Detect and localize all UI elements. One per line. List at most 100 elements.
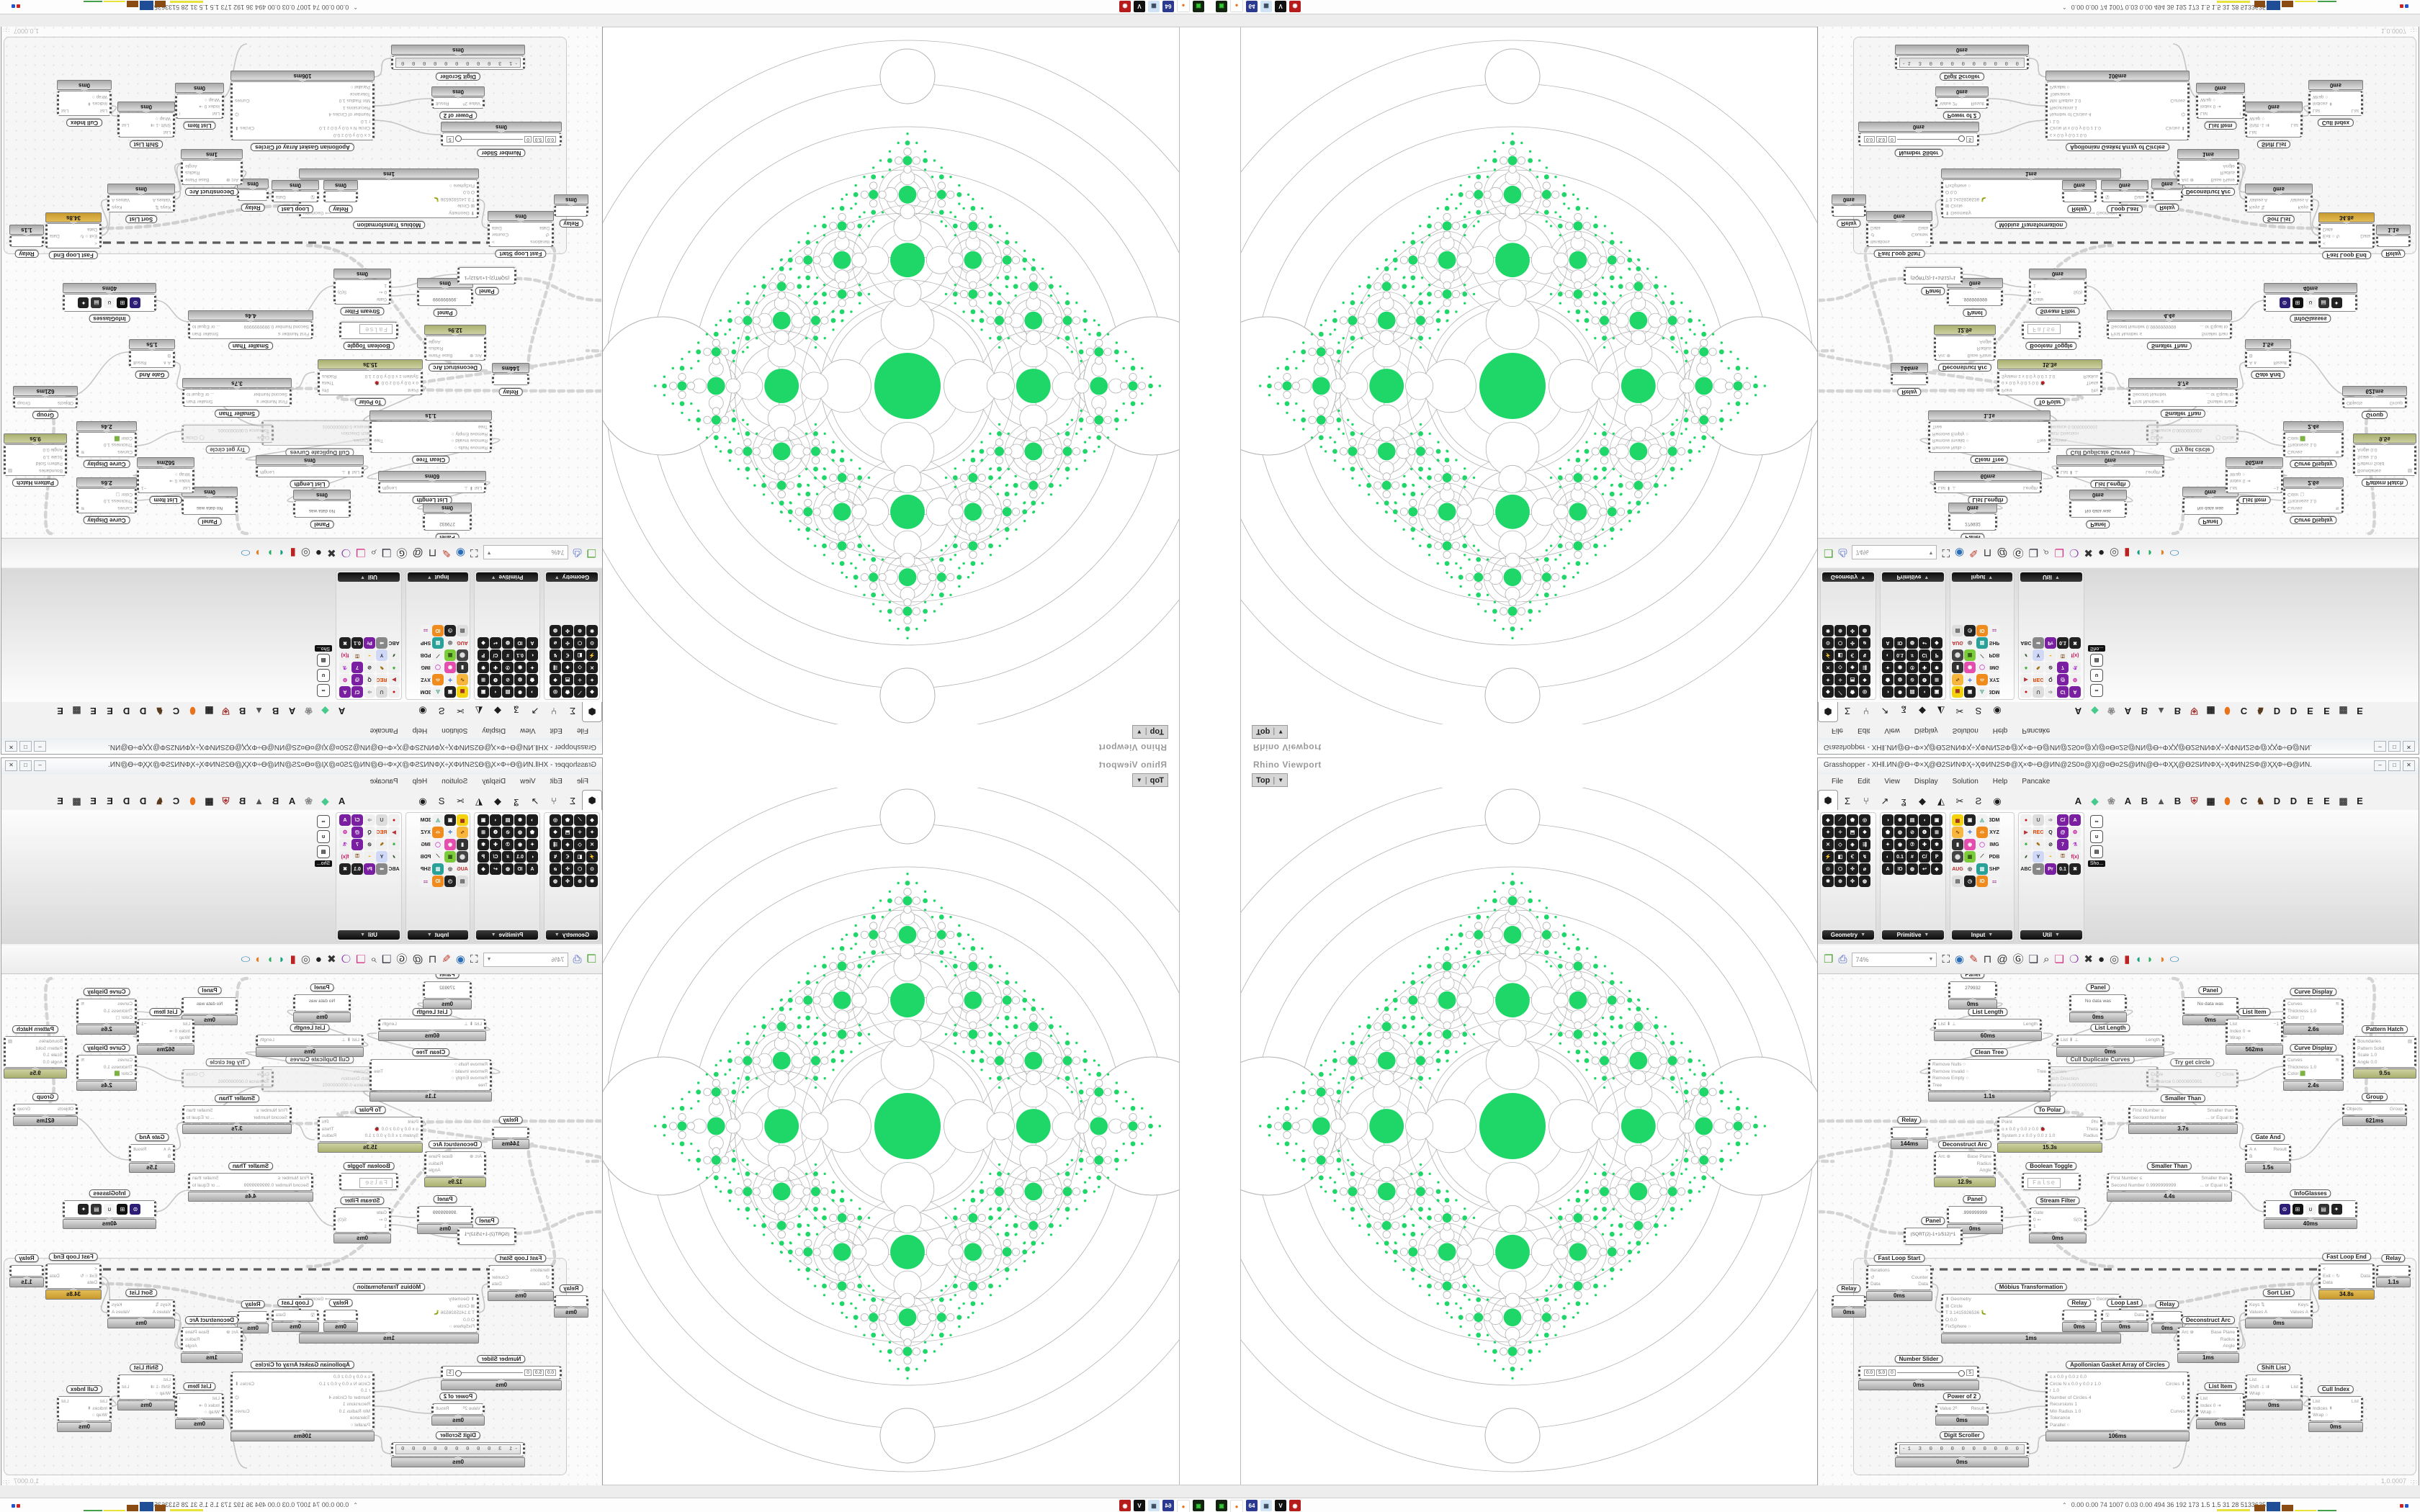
tab-plugin-2[interactable]: ❀ xyxy=(2107,796,2115,806)
palette-icon[interactable]: PDB xyxy=(420,649,431,661)
palette-icon[interactable]: ▅ xyxy=(457,686,468,698)
tab-category-1[interactable]: Σ xyxy=(569,706,576,716)
gh-node[interactable]: List Length List ⬇ ⊥ Length 60ms xyxy=(1934,1008,2042,1041)
palette-icon[interactable]: ✺ xyxy=(514,686,526,698)
gh-node[interactable]: Panel 279932 0ms xyxy=(1948,974,1997,1009)
tab-category-9[interactable]: ◉ xyxy=(418,706,427,716)
gh-node[interactable]: Panel (SQRT(2)-1+1/512)^1 xyxy=(1904,1217,1963,1245)
menu-item-view[interactable]: View xyxy=(520,726,536,735)
tab-category-2[interactable]: ⑂ xyxy=(1863,796,1869,806)
gh-node[interactable]: Relay 0ms xyxy=(2062,180,2097,213)
palette-icon[interactable]: ℙ xyxy=(478,851,489,863)
toolbar-icon-0[interactable]: ⛶ xyxy=(470,546,478,559)
gh-node[interactable]: Deconstruct Arc Arc ⊕ Base Plane Radius Angl… xyxy=(181,149,243,196)
palette-icon[interactable]: ⚹ xyxy=(388,662,400,673)
palette-icon[interactable]: ◬ xyxy=(432,814,444,826)
palette-icon[interactable]: ❖ xyxy=(1859,827,1870,838)
palette-icon[interactable]: ❋ xyxy=(1822,876,1834,887)
gh-node[interactable]: List Item List i Index 0 ⇥ Wrap ○ 0ms xyxy=(175,83,224,130)
palette-icon[interactable]: ⊞ xyxy=(478,827,489,838)
gh-node-body[interactable]: Arc ⊕ Base Plane Radius Angle xyxy=(424,1151,486,1176)
gh-node[interactable]: Gate And A ∧ Result B 1.5s xyxy=(129,1133,175,1173)
palette-icon[interactable]: Y xyxy=(2033,649,2044,661)
gh-node-body[interactable]: Gate 0 ➳ S(0) 1 xyxy=(2029,279,2087,305)
palette-icon[interactable]: ▶ xyxy=(2020,827,2032,838)
palette-icon[interactable]: ⑦ xyxy=(502,662,514,673)
palette-icon[interactable]: C/ xyxy=(351,814,363,826)
palette-icon[interactable]: ⚏ xyxy=(1989,876,2000,887)
toolbar-icon-11[interactable]: ● xyxy=(315,546,323,559)
tab-plugin-0[interactable]: A xyxy=(2074,706,2082,716)
palette-icon[interactable]: ⬡ xyxy=(574,863,586,875)
tab-plugin-14[interactable]: E xyxy=(2307,706,2313,716)
palette-icon[interactable]: ◯ xyxy=(432,662,444,673)
grasshopper-canvas[interactable]: 1.0.0007 ∷∷ Panel 279932 0ms List Length Lis… xyxy=(1819,25,2418,538)
gh-node-body[interactable]: First Number ≤ Smaller than Second Number … xyxy=(2107,1173,2232,1191)
grasshopper-titlebar[interactable]: Grasshopper - XH‖.ИN@Ө÷Φ×Ҳ@Ө2SИNΦҲ÷ҲΦИN2… xyxy=(1,737,602,754)
gh-node[interactable]: List Length List ⬇ ⊥ Length 60ms xyxy=(378,1008,486,1041)
menu-item-view[interactable]: View xyxy=(1884,726,1900,735)
palette-icon[interactable]: SHP xyxy=(420,863,431,875)
palette-overflow-icon[interactable]: ∞ xyxy=(2090,684,2103,697)
palette-icon[interactable]: ✧ xyxy=(574,827,586,838)
palette-icon[interactable]: ◎ xyxy=(1964,637,1976,649)
palette-icon[interactable]: ● xyxy=(388,686,400,698)
toolbar-icon-1[interactable]: ◉ xyxy=(455,953,466,966)
toolbar-icon-6[interactable]: ❏ xyxy=(381,546,392,559)
toolbar-icon-7[interactable]: ⌕ xyxy=(2043,546,2050,559)
gh-slider-knob[interactable] xyxy=(454,1370,462,1377)
rhino-viewport-canvas[interactable] xyxy=(601,788,1179,1485)
tab-plugin-17[interactable]: E xyxy=(2357,796,2363,806)
tab-category-6[interactable]: ◭ xyxy=(475,796,483,806)
taskbar-app-icon-5[interactable]: ◉ xyxy=(1289,1,1301,12)
palette-icon[interactable]: ⟋ xyxy=(574,814,586,826)
menu-item-help[interactable]: Help xyxy=(1992,726,2008,735)
palette-icon[interactable]: ◉ xyxy=(514,662,526,673)
palette-icon[interactable]: Pr xyxy=(2045,637,2056,649)
tab-category-5[interactable]: ◆ xyxy=(494,706,501,716)
palette-icon[interactable]: ◐ xyxy=(1882,851,1894,863)
gh-node-body[interactable]: List List Indices ⇞ Wrap ○ xyxy=(57,91,112,116)
toolbar-icon-14[interactable]: ◖ xyxy=(278,953,285,966)
gh-node-body[interactable]: Arc ⊕ Base Plane Radius Angle xyxy=(1934,1151,1996,1176)
taskbar-app-icon-4[interactable]: V xyxy=(1134,1500,1145,1511)
maximize-button[interactable]: □ xyxy=(2388,760,2401,771)
toolbar-icon-11[interactable]: ● xyxy=(315,953,323,966)
palette-icon[interactable]: f(x) xyxy=(2069,649,2081,661)
palette-icon[interactable]: ⬟ xyxy=(526,674,538,685)
palette-icon[interactable]: ◍ xyxy=(550,625,561,636)
menu-item-help[interactable]: Help xyxy=(412,726,428,735)
gh-node-body[interactable]: (SQRT(2)-1+1/512)^1 xyxy=(1904,267,1963,284)
palette-icon[interactable]: ⬒ xyxy=(562,674,573,685)
canvas-resize-grip[interactable]: ∷∷ xyxy=(2410,27,2416,33)
palette-icon[interactable]: ID xyxy=(1976,625,1988,636)
palette-icon[interactable]: 0.1 xyxy=(1894,649,1906,661)
grasshopper-canvas[interactable]: 1.0.0007 ∷∷ Panel 279932 0ms List Length Lis… xyxy=(2,25,601,538)
toolbar-icon-1[interactable]: ◉ xyxy=(1954,953,1965,966)
gh-node-body[interactable]: List Shift -1 ⇉ List Wrap ○ xyxy=(117,1374,175,1400)
palette-icon[interactable]: ⚿ xyxy=(351,649,363,661)
tab-plugin-7[interactable]: ⛨ xyxy=(222,796,230,806)
gh-node[interactable]: Relay 144ms xyxy=(1891,363,1928,396)
palette-icon[interactable]: ⊞ xyxy=(1931,827,1942,838)
toolbar-icon-9[interactable]: ❍ xyxy=(341,953,351,966)
tab-category-5[interactable]: ◆ xyxy=(1919,706,1926,716)
toolbar-icon-15[interactable]: ◗ xyxy=(266,546,274,559)
gh-node[interactable]: Panel No data was 0ms xyxy=(293,984,351,1022)
palette-icon[interactable]: ✕ xyxy=(586,662,598,673)
gh-node[interactable]: Deconstruct Arc Arc ⊕ Base Plane Radius Angl… xyxy=(1934,1140,1996,1187)
tab-plugin-5[interactable]: ▲ xyxy=(254,796,264,806)
palette-icon[interactable]: ▦ xyxy=(1964,851,1976,863)
palette-icon[interactable]: ⬟ xyxy=(562,814,573,826)
tab-category-5[interactable]: ◆ xyxy=(494,796,501,806)
toolbar-icon-12[interactable]: ◎ xyxy=(2110,546,2120,559)
palette-icon[interactable]: ⚹ xyxy=(388,839,400,850)
toolbar-icon-14[interactable]: ◖ xyxy=(278,546,285,559)
palette-icon[interactable]: 3DM xyxy=(420,686,431,698)
gh-node[interactable]: Clean Tree Remove Nulls ○ Remove Invalid ○… xyxy=(1928,410,2051,464)
maximize-button[interactable]: □ xyxy=(19,760,32,771)
gh-node-body[interactable]: Arc ⊕ Base Plane Radius Angle xyxy=(181,1327,243,1352)
gh-node[interactable]: Fast Loop End < Exit ○ ↻ Data Data 34.8s xyxy=(2318,1253,2375,1300)
palette-icon[interactable]: ❖ xyxy=(550,827,561,838)
